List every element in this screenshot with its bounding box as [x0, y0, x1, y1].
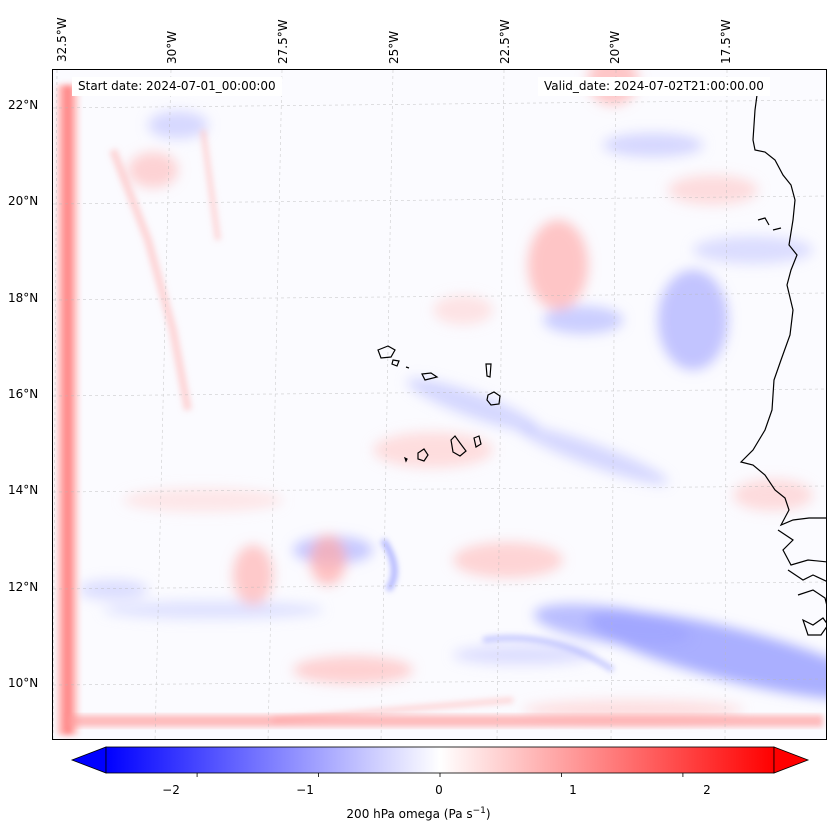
colorbar-tick-label: −1 — [296, 783, 314, 797]
colorbar-low-extension — [70, 746, 107, 774]
boundary-band-left — [57, 85, 79, 735]
map-frame — [52, 69, 827, 740]
graticule — [53, 70, 826, 739]
lon-label-22-5w: 22.5°W — [498, 19, 512, 64]
colorbar — [70, 746, 810, 777]
lat-label-20n: 20°N — [8, 194, 39, 208]
colorbar-tick-label: −2 — [162, 783, 180, 797]
boundary-band-bottom — [68, 715, 823, 727]
lon-label-32-5w: 32.5°W — [55, 17, 69, 62]
valid-date-label: Valid_date: 2024-07-02T21:00:00.00 — [538, 77, 770, 96]
colorbar-tick-label: 0 — [435, 783, 443, 797]
lat-label-18n: 18°N — [8, 291, 39, 305]
colorbar-tick-label: 2 — [703, 783, 711, 797]
colorbar-tick-marks — [196, 773, 684, 777]
omega-field-map — [53, 70, 826, 739]
colorbar-tick-label: 1 — [569, 783, 577, 797]
lon-label-27-5w: 27.5°W — [276, 19, 290, 64]
colorbar-title: 200 hPa omega (Pa s−1) — [346, 806, 491, 821]
colorbar-high-extension — [773, 746, 810, 774]
cape-verde-islands — [377, 345, 501, 463]
colorbar-body — [105, 746, 775, 774]
lon-label-30w: 30°W — [165, 30, 179, 64]
lat-label-12n: 12°N — [8, 580, 39, 594]
lat-label-14n: 14°N — [8, 483, 39, 497]
lon-label-20w: 20°W — [608, 30, 622, 64]
lat-label-22n: 22°N — [8, 98, 39, 112]
start-date-label: Start date: 2024-07-01_00:00:00 — [72, 77, 282, 96]
africa-coastline — [739, 79, 826, 636]
lon-label-25w: 25°W — [387, 30, 401, 64]
lat-label-16n: 16°N — [8, 387, 39, 401]
lon-label-17-5w: 17.5°W — [719, 19, 733, 64]
lat-label-10n: 10°N — [8, 676, 39, 690]
